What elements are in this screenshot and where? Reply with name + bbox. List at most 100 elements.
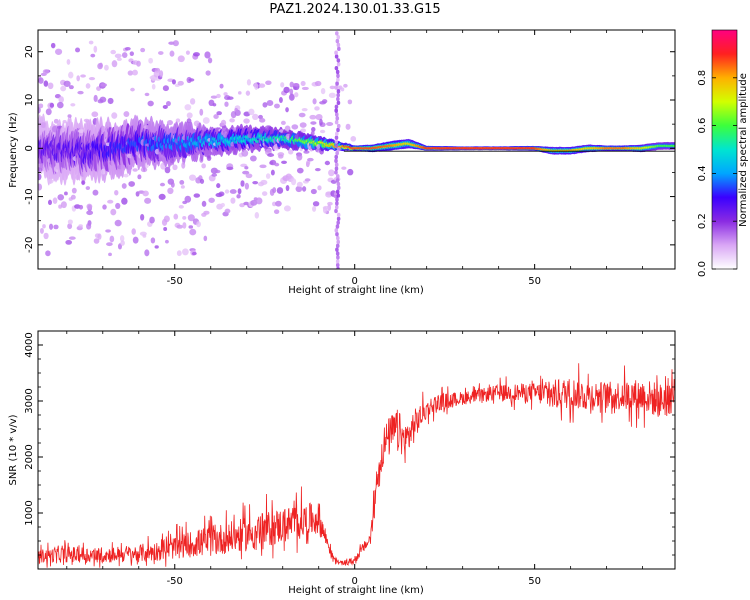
heatmap-cell xyxy=(108,252,112,257)
heatmap-cell xyxy=(287,149,294,155)
heatmap-cell xyxy=(49,102,55,108)
heatmap-cell xyxy=(137,174,142,180)
heatmap-cell xyxy=(309,114,317,120)
heatmap-cell xyxy=(93,94,98,103)
heatmap-cell xyxy=(81,180,86,185)
heatmap-cell xyxy=(314,80,322,87)
heatmap-cell xyxy=(336,35,341,40)
y-tick-label: -10 xyxy=(24,188,35,204)
heatmap-cell xyxy=(153,70,161,78)
heatmap-cell xyxy=(92,189,99,196)
heatmap-cell xyxy=(324,160,331,166)
heatmap-cell xyxy=(283,205,291,212)
heatmap-cell xyxy=(202,117,210,124)
heatmap-cell xyxy=(189,174,197,181)
heatmap-cell xyxy=(252,113,259,121)
heatmap-cell xyxy=(176,250,182,257)
heatmap-cell xyxy=(99,62,103,68)
heatmap-cell xyxy=(284,125,291,132)
heatmap-cell xyxy=(328,92,336,99)
heatmap-cell xyxy=(265,173,271,179)
heatmap-cell xyxy=(254,83,259,90)
heatmap-cell xyxy=(334,131,339,137)
spectrogram-x-label: Height of straight line (km) xyxy=(288,285,424,296)
heatmap-cell xyxy=(71,187,77,194)
heatmap-cell xyxy=(276,187,284,194)
heatmap-cell xyxy=(337,46,341,52)
heatmap-cell xyxy=(314,168,321,172)
heatmap-cell xyxy=(334,135,339,140)
heatmap-cell xyxy=(47,199,53,206)
heatmap-cell xyxy=(220,202,225,208)
heatmap-cell xyxy=(203,210,210,215)
heatmap-cell xyxy=(334,208,338,214)
heatmap-cell xyxy=(163,227,168,231)
heatmap-cell xyxy=(336,89,341,94)
heatmap-cell xyxy=(244,182,250,190)
heatmap-cell xyxy=(164,166,171,174)
heatmap-cell xyxy=(224,101,229,107)
heatmap-cell xyxy=(180,185,185,189)
heatmap-cell xyxy=(53,224,59,230)
heatmap-cell xyxy=(310,188,317,195)
heatmap-cell xyxy=(144,249,150,257)
heatmap-cell xyxy=(164,239,169,244)
heatmap-cell xyxy=(127,70,134,76)
heatmap-cell xyxy=(201,200,207,207)
heatmap-cell xyxy=(292,83,300,87)
heatmap-cell xyxy=(298,112,306,118)
heatmap-cell xyxy=(111,112,118,119)
heatmap-cell xyxy=(336,42,341,48)
heatmap-cell xyxy=(216,111,222,116)
heatmap-cell xyxy=(78,204,84,210)
heatmap-cell xyxy=(88,40,94,45)
y-tick-label: 4000 xyxy=(24,332,35,357)
colorbar: 0.0 0.2 0.4 0.6 0.8 Normalized spectral ampl… xyxy=(697,29,749,277)
heatmap-cell xyxy=(165,100,171,107)
heatmap-cell xyxy=(334,228,339,233)
x-tick-label: 0 xyxy=(352,576,358,587)
heatmap-cell xyxy=(334,162,339,167)
heatmap-cell xyxy=(300,128,306,133)
heatmap-cell xyxy=(187,214,195,222)
heatmap-cell xyxy=(329,85,336,90)
heatmap-cell xyxy=(100,168,106,175)
heatmap-cell xyxy=(227,96,234,100)
heatmap-cell xyxy=(50,42,56,49)
heatmap-cell xyxy=(288,93,295,101)
colorbar-tick-label: 0.0 xyxy=(697,261,708,277)
heatmap-cell xyxy=(140,213,145,221)
heatmap-cell xyxy=(86,210,94,216)
heatmap-cell xyxy=(223,92,228,96)
heatmap-cell xyxy=(38,173,42,181)
snr-line xyxy=(38,363,675,568)
heatmap-cell xyxy=(177,80,184,86)
heatmap-cell xyxy=(199,178,205,184)
heatmap-cell xyxy=(38,106,41,114)
heatmap-cell xyxy=(336,96,340,102)
heatmap-cell xyxy=(336,92,340,98)
heatmap-cell xyxy=(86,222,92,230)
heatmap-cell xyxy=(185,50,190,55)
heatmap-cell xyxy=(239,203,245,208)
heatmap-cell xyxy=(334,104,339,109)
heatmap-cell xyxy=(336,185,341,191)
heatmap-cell xyxy=(116,57,122,61)
heatmap-cell xyxy=(315,114,323,121)
snr-y-label: SNR (10 * v/v) xyxy=(8,414,19,485)
heatmap-cell xyxy=(334,204,339,210)
heatmap-cell xyxy=(274,103,280,109)
heatmap-cell xyxy=(93,238,100,244)
heatmap-cell xyxy=(172,40,179,47)
heatmap-cell xyxy=(186,112,193,119)
heatmap-cell xyxy=(246,79,252,86)
spectrogram-y-label: Frequency (Hz) xyxy=(8,112,19,188)
heatmap-cell xyxy=(336,77,340,82)
heatmap-cell xyxy=(336,216,341,221)
heatmap-cell xyxy=(67,223,73,230)
heatmap-cell xyxy=(236,194,241,199)
heatmap-cell xyxy=(38,183,43,191)
heatmap-cell xyxy=(296,181,303,188)
heatmap-cell xyxy=(42,69,50,75)
